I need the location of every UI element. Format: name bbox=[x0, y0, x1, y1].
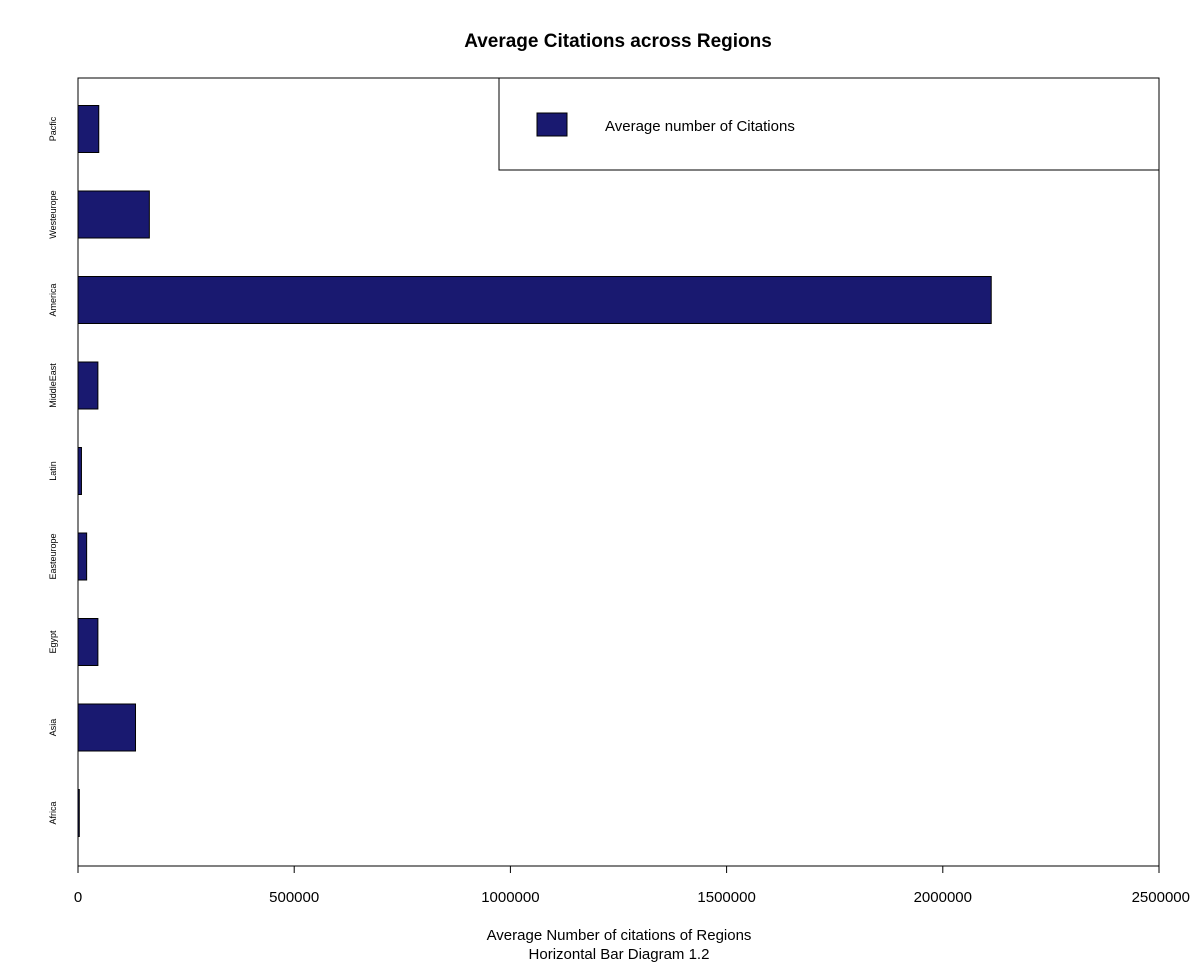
x-axis: 0 500000 1000000 1500000 2000000 2500000 bbox=[74, 866, 1190, 906]
bar-pacfic bbox=[77, 105, 100, 153]
bar-middleeast bbox=[77, 361, 99, 410]
category-label-westeurope: Westeurope bbox=[48, 190, 58, 238]
x-tick-label: 0 bbox=[74, 889, 82, 906]
x-tick-label: 2500000 bbox=[1132, 889, 1190, 906]
category-label-egypt: Egypt bbox=[48, 630, 58, 654]
category-label-easteurope: Easteurope bbox=[48, 533, 58, 579]
bars-group bbox=[77, 105, 992, 837]
category-label-africa: Africa bbox=[48, 801, 58, 824]
bar-easteurope bbox=[77, 532, 88, 581]
x-axis-subtitle: Horizontal Bar Diagram 1.2 bbox=[529, 946, 710, 963]
y-axis-categories: Africa Asia Egypt Easteurope Latin MiddleEast… bbox=[48, 116, 58, 824]
category-label-america: America bbox=[48, 283, 58, 316]
category-label-latin: Latin bbox=[48, 461, 58, 481]
bar-westeurope bbox=[77, 190, 150, 239]
bar-latin bbox=[77, 447, 82, 495]
category-label-middleeast: MiddleEast bbox=[48, 363, 58, 408]
x-tick-label: 1000000 bbox=[481, 889, 539, 906]
legend-swatch bbox=[536, 112, 568, 137]
legend-box bbox=[498, 77, 1160, 171]
x-tick-label: 2000000 bbox=[914, 889, 972, 906]
plot-frame bbox=[77, 77, 1160, 867]
x-tick-label: 500000 bbox=[269, 889, 319, 906]
bar-asia bbox=[77, 703, 137, 752]
legend: Average number of Citations bbox=[498, 77, 1160, 171]
category-label-asia: Asia bbox=[48, 719, 58, 737]
x-axis-label: Average Number of citations of Regions bbox=[487, 927, 752, 944]
x-tick-label: 1500000 bbox=[697, 889, 755, 906]
category-label-pacfic: Pacfic bbox=[48, 116, 58, 141]
bar-america bbox=[77, 276, 992, 324]
chart-title: Average Citations across Regions bbox=[464, 31, 772, 52]
bar-egypt bbox=[77, 618, 99, 666]
legend-label: Average number of Citations bbox=[605, 118, 795, 135]
